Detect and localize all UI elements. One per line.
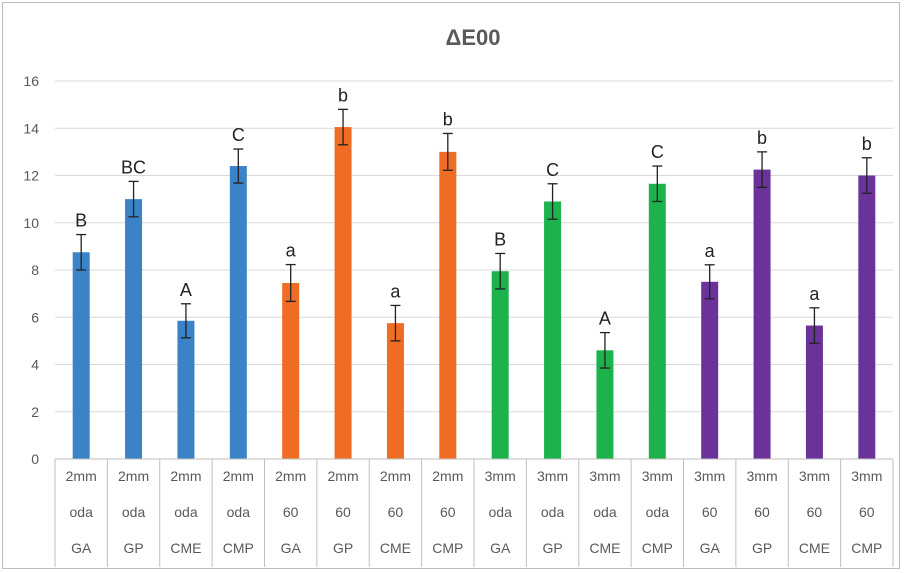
- category-label: CMP: [642, 540, 673, 556]
- bar: [491, 271, 509, 459]
- category-label: 3mm: [589, 468, 620, 484]
- significance-label: a: [809, 284, 820, 304]
- category-label: 2mm: [275, 468, 306, 484]
- category-label: 2mm: [380, 468, 411, 484]
- chart-title: ΔE00: [446, 25, 501, 50]
- bar: [72, 252, 90, 459]
- category-label: CMP: [432, 540, 463, 556]
- category-label: CME: [589, 540, 620, 556]
- y-tick-label: 16: [23, 73, 39, 89]
- category-table: 2mm oda GA 2mm oda GP 2mm oda CME 2mm oda CMP 2mm 60 G…: [54, 458, 894, 567]
- significance-label: a: [390, 281, 401, 301]
- significance-label: b: [757, 128, 767, 148]
- category-label: 3mm: [537, 468, 568, 484]
- category-label: oda: [489, 504, 513, 520]
- category-label: 60: [807, 504, 823, 520]
- bar: [858, 175, 876, 459]
- bar: [386, 323, 404, 459]
- category-label: 60: [283, 504, 299, 520]
- significance-label: B: [75, 211, 87, 231]
- bar: [596, 350, 614, 459]
- significance-label: b: [443, 109, 453, 129]
- significance-label: A: [599, 309, 611, 329]
- category-label: 3mm: [747, 468, 778, 484]
- category-label: 60: [440, 504, 456, 520]
- category-label: CMP: [851, 540, 882, 556]
- category-label: oda: [70, 504, 94, 520]
- y-tick-label: 0: [31, 451, 39, 467]
- bar: [701, 281, 719, 459]
- significance-label: C: [546, 160, 559, 180]
- category-label: GA: [490, 540, 511, 556]
- category-label: 3mm: [694, 468, 725, 484]
- category-label: GP: [752, 540, 772, 556]
- significance-label: b: [862, 134, 872, 154]
- category-label: oda: [227, 504, 251, 520]
- gridlines: [55, 80, 893, 413]
- category-label: 2mm: [170, 468, 201, 484]
- category-label: 60: [335, 504, 351, 520]
- category-label: oda: [174, 504, 198, 520]
- y-tick-label: 2: [31, 404, 39, 420]
- category-label: GP: [542, 540, 562, 556]
- category-label: GA: [71, 540, 92, 556]
- category-label: 2mm: [328, 468, 359, 484]
- bar: [282, 282, 300, 459]
- category-label: 2mm: [223, 468, 254, 484]
- category-label: 3mm: [485, 468, 516, 484]
- y-tick-label: 6: [31, 309, 39, 325]
- category-label: GA: [281, 540, 302, 556]
- category-label: 60: [702, 504, 718, 520]
- category-label: GA: [700, 540, 721, 556]
- significance-label: A: [180, 280, 192, 300]
- bar: [544, 201, 562, 460]
- significance-label: B: [494, 229, 506, 249]
- category-label: 3mm: [642, 468, 673, 484]
- category-label: 3mm: [799, 468, 830, 484]
- y-tick-label: 4: [31, 357, 39, 373]
- category-label: oda: [541, 504, 565, 520]
- category-label: 60: [754, 504, 770, 520]
- bar: [648, 183, 666, 460]
- category-label: oda: [593, 504, 617, 520]
- category-label: 60: [859, 504, 875, 520]
- category-label: CMP: [223, 540, 254, 556]
- significance-label: b: [338, 85, 348, 105]
- bar: [753, 169, 771, 459]
- bar: [334, 127, 352, 459]
- category-label: CME: [799, 540, 830, 556]
- category-label: oda: [646, 504, 670, 520]
- category-label: 2mm: [432, 468, 463, 484]
- y-tick-label: 10: [23, 215, 39, 231]
- category-label: 3mm: [851, 468, 882, 484]
- bar: [229, 166, 247, 460]
- bars: [72, 127, 876, 460]
- category-label: GP: [333, 540, 353, 556]
- category-label: CME: [380, 540, 411, 556]
- category-label: 2mm: [66, 468, 97, 484]
- y-tick-label: 8: [31, 262, 39, 278]
- y-tick-label: 14: [23, 120, 39, 136]
- bar: [177, 320, 195, 459]
- bar: [439, 151, 457, 459]
- category-label: oda: [122, 504, 146, 520]
- category-label: 2mm: [118, 468, 149, 484]
- y-axis-ticks: 0 2 4 6 8 10 12 14 16: [23, 73, 39, 467]
- significance-label: a: [286, 241, 297, 261]
- error-bars: [76, 108, 872, 369]
- bar: [805, 325, 823, 459]
- bar: [125, 199, 143, 459]
- significance-label: C: [232, 125, 245, 145]
- significance-label: a: [705, 241, 716, 261]
- category-label: CME: [170, 540, 201, 556]
- significance-label: BC: [121, 157, 146, 177]
- y-tick-label: 12: [23, 168, 39, 184]
- significance-label: C: [651, 142, 664, 162]
- category-label: 60: [388, 504, 404, 520]
- category-label: GP: [123, 540, 143, 556]
